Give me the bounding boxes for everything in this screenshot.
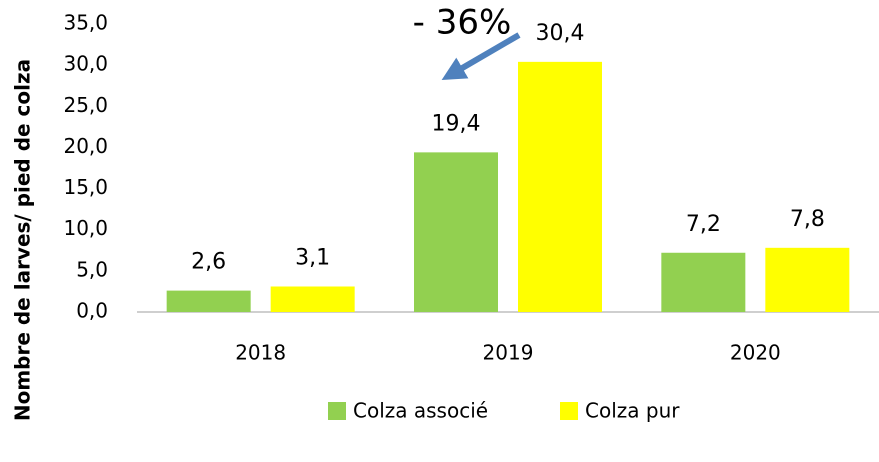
x-tick-label: 2019 — [483, 341, 534, 365]
value-label: 30,4 — [536, 21, 585, 46]
y-tick-label: 10,0 — [63, 216, 108, 240]
x-tick-label: 2020 — [730, 341, 781, 365]
bar — [661, 252, 746, 312]
y-axis-label: Nombre de larves/ pied de colza — [11, 59, 35, 421]
value-label: 7,8 — [790, 207, 825, 232]
bar — [166, 290, 251, 312]
value-label: 7,2 — [686, 212, 721, 237]
y-tick-label: 25,0 — [63, 93, 108, 117]
bar — [518, 61, 602, 313]
x-tick-label: 2018 — [235, 341, 286, 365]
y-tick-label: 0,0 — [76, 299, 108, 323]
bar — [765, 247, 850, 312]
legend-label: Colza associé — [353, 399, 488, 423]
annotation-arrow — [441, 32, 521, 81]
bar — [270, 286, 355, 312]
bar — [414, 152, 498, 312]
value-label: 2,6 — [191, 250, 226, 275]
y-tick-label: 35,0 — [63, 11, 108, 35]
y-tick-label: 30,0 — [63, 52, 108, 76]
value-label: 19,4 — [432, 111, 481, 136]
legend-swatch — [328, 402, 346, 420]
value-label: 3,1 — [295, 245, 330, 270]
y-tick-label: 15,0 — [63, 175, 108, 199]
y-tick-label: 5,0 — [76, 257, 108, 281]
annotation: - 36% — [413, 3, 512, 43]
legend-swatch — [560, 402, 578, 420]
y-tick-label: 20,0 — [63, 134, 108, 158]
legend-label: Colza pur — [585, 399, 680, 423]
